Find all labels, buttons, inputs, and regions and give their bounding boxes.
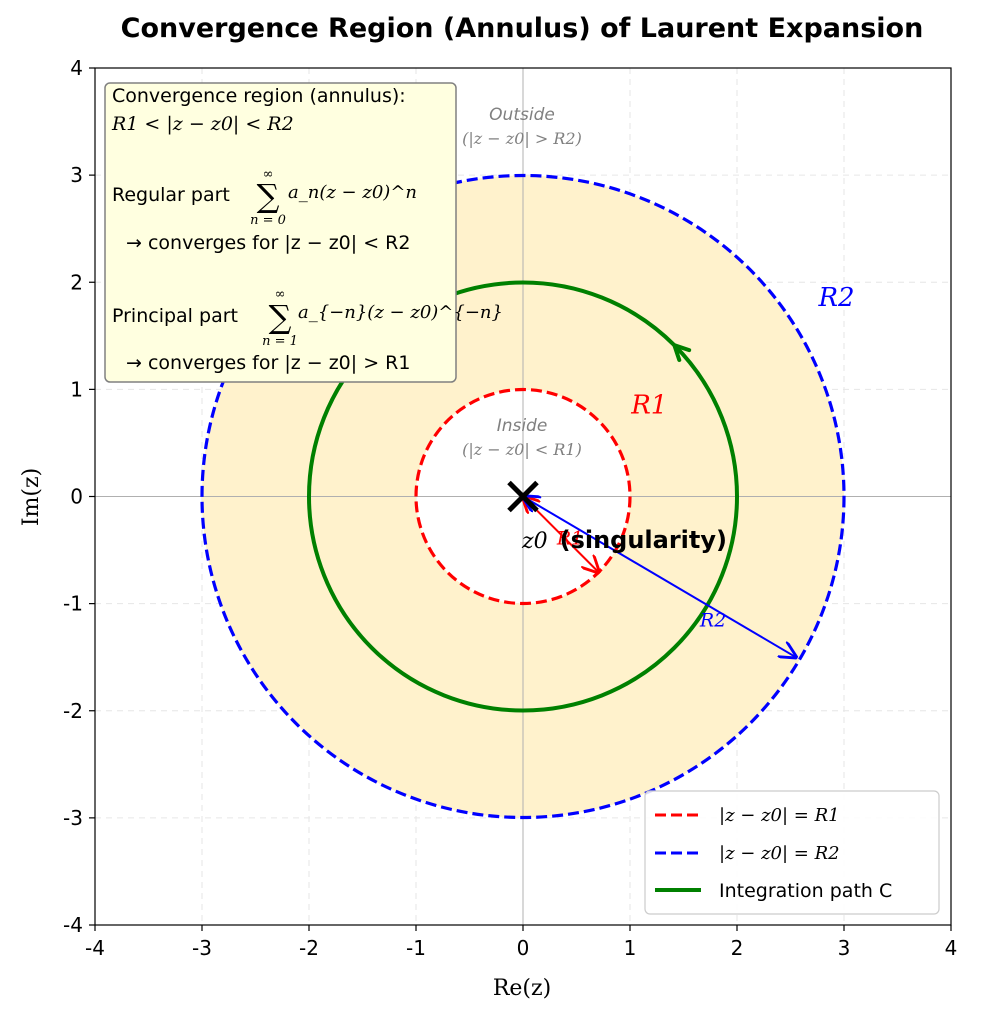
x-tick-label: 2 — [731, 936, 744, 960]
y-tick-label: 2 — [70, 270, 83, 294]
radius-arrow-r1-label: R1 — [556, 527, 583, 549]
x-tick-label: 4 — [945, 936, 958, 960]
singularity-label: z0 (singularity) — [521, 526, 727, 554]
singularity-marker — [507, 480, 539, 513]
legend-label-path: Integration path C — [719, 880, 892, 902]
info-box: Convergence region (annulus): R1 < |z − … — [104, 82, 503, 383]
x-tick-label: 0 — [517, 936, 530, 960]
x-tick-label: -3 — [192, 936, 212, 960]
y-tick-label: -3 — [63, 806, 83, 830]
chart-title: Convergence Region (Annulus) of Laurent … — [121, 13, 924, 44]
x-tick-label: 3 — [838, 936, 851, 960]
info-line-2: R1 < |z − z0| < R2 — [111, 113, 294, 135]
regular-conv: → converges for |z − z0| < R2 — [126, 232, 410, 254]
regular-expr: a_n(z − z0)^n — [288, 182, 417, 203]
y-tick-label: -2 — [63, 699, 83, 723]
radius-arrow-r2-label: R2 — [699, 610, 726, 632]
principal-sum-top: ∞ — [275, 287, 286, 302]
regular-sum-symbol: ∑ — [257, 177, 280, 215]
y-tick-label: 3 — [70, 163, 83, 187]
principal-sum-bottom: n = 1 — [262, 334, 298, 349]
inside-note-math: (|z − z0| < R1) — [462, 440, 582, 459]
legend-label-r1: |z − z0| = R1 — [719, 805, 840, 826]
legend: |z − z0| = R1 |z − z0| = R2 Integration … — [644, 790, 940, 915]
y-tick-label: 1 — [70, 377, 83, 401]
x-tick-label: -4 — [85, 936, 105, 960]
info-line-1: Convergence region (annulus): — [112, 85, 406, 107]
x-tick-label: 1 — [624, 936, 637, 960]
principal-conv: → converges for |z − z0| > R1 — [126, 352, 410, 374]
circle-label-r1: R1 — [630, 390, 667, 420]
principal-sum-symbol: ∑ — [269, 298, 292, 336]
y-tick-label: -1 — [63, 592, 83, 616]
outside-note-title: Outside — [489, 105, 555, 125]
outside-note-math: (|z − z0| > R2) — [462, 129, 582, 148]
circle-r2 — [200, 173, 846, 820]
radius-arrow-r2 — [523, 497, 796, 658]
principal-part-label: Principal part — [112, 305, 238, 327]
y-tick-label: -4 — [63, 913, 83, 937]
x-axis-label: Re(z) — [493, 976, 551, 1001]
y-tick-label: 4 — [70, 56, 83, 80]
y-tick-label: 0 — [70, 485, 83, 509]
regular-sum-bottom: n = 0 — [250, 213, 286, 228]
x-axis-ticks: -4 -3 -2 -1 0 1 2 3 4 — [85, 925, 957, 960]
integration-path-direction-arrow — [672, 343, 692, 363]
circle-label-r2: R2 — [817, 283, 854, 313]
regular-part-label: Regular part — [112, 184, 230, 206]
y-axis-ticks: -4 -3 -2 -1 0 1 2 3 4 — [63, 56, 95, 937]
regular-sum-top: ∞ — [263, 167, 274, 182]
inside-note-title: Inside — [497, 416, 548, 436]
principal-expr: a_{−n}(z − z0)^{−n} — [298, 302, 503, 323]
legend-label-r2: |z − z0| = R2 — [719, 843, 840, 864]
x-tick-label: -2 — [299, 936, 319, 960]
y-axis-label: Im(z) — [19, 468, 44, 526]
x-tick-label: -1 — [406, 936, 426, 960]
